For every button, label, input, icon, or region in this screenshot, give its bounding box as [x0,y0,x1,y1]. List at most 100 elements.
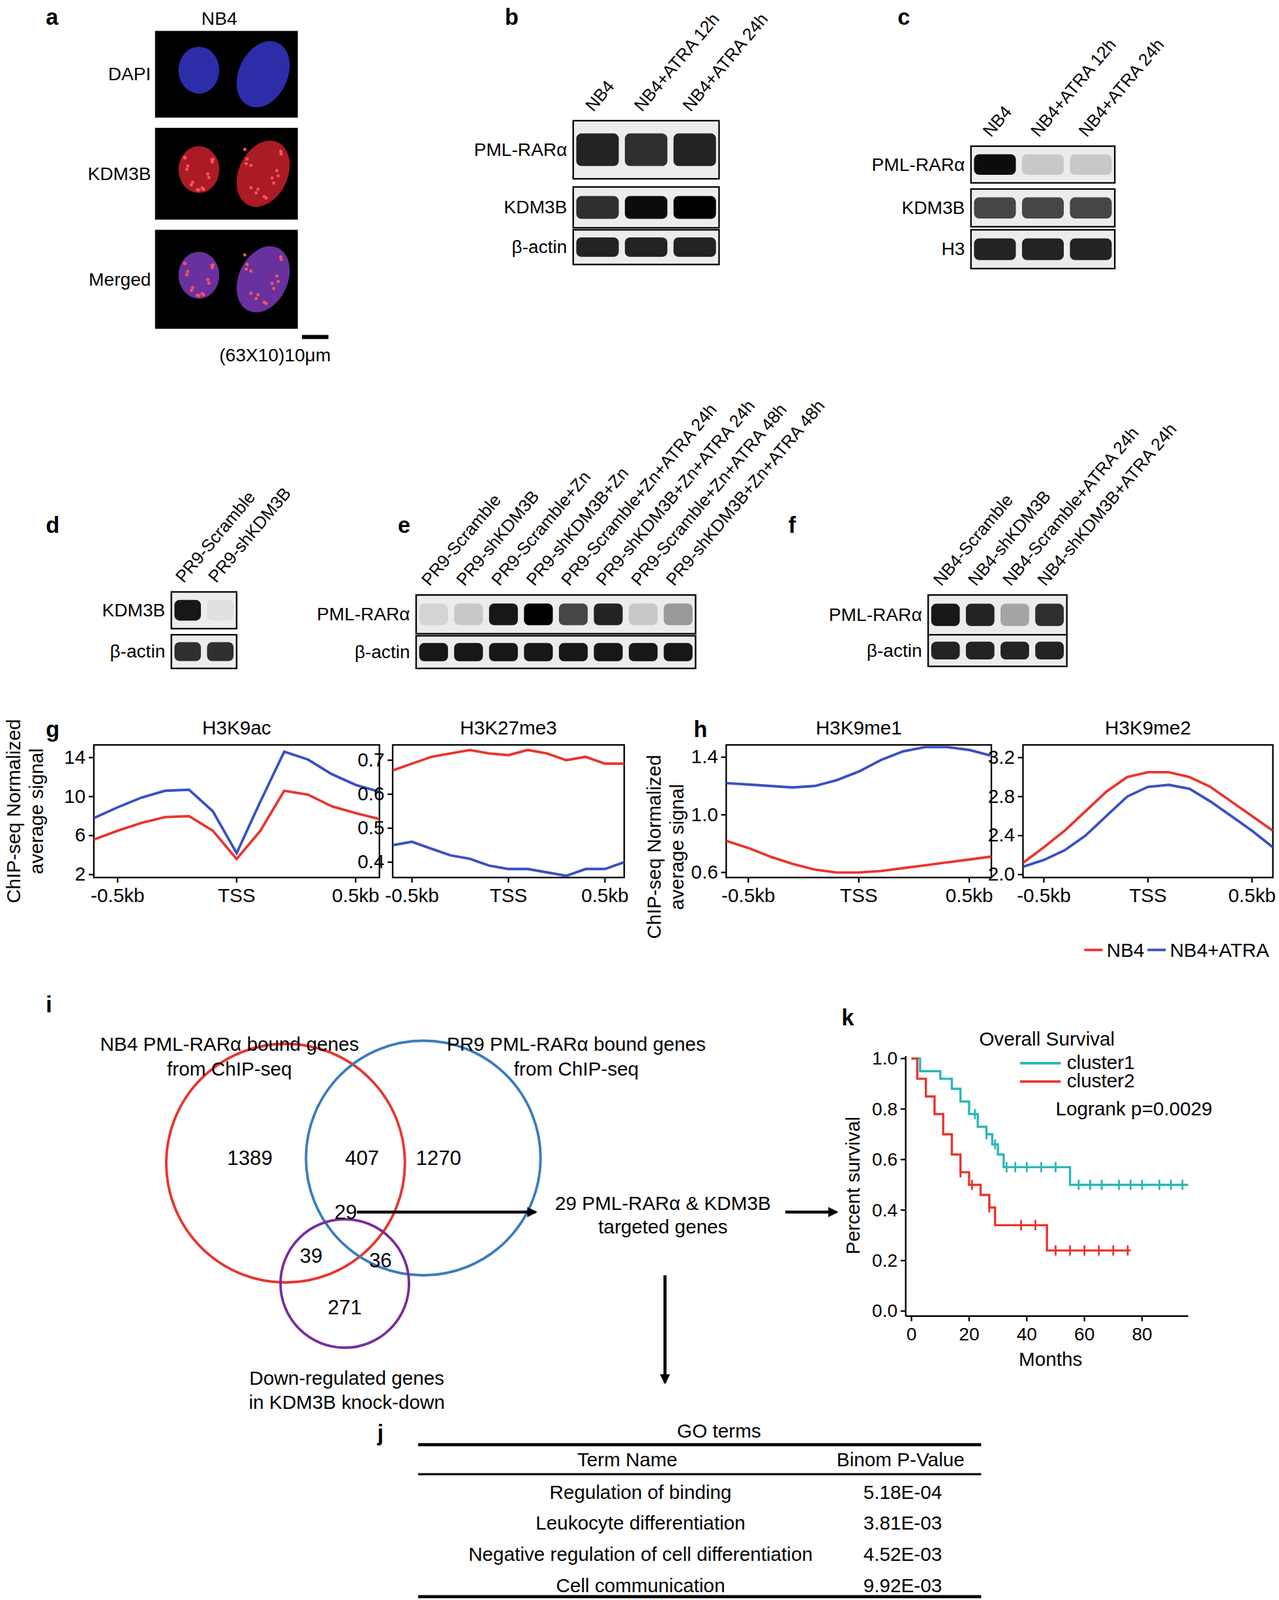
blot-strip [573,187,720,229]
band [1069,153,1112,175]
lane-label: NB4 [978,102,1016,141]
band [576,237,619,257]
set-label: from ChIP-seq [166,1057,292,1080]
speckle [270,281,274,286]
row-label: PML-RARα [474,139,568,160]
x-tick-label: 0.5kb [581,884,629,906]
band [973,238,1016,260]
table-cell: Cell communication [555,1574,725,1596]
band [1035,641,1064,660]
speckle [249,163,253,167]
x-tick [603,877,606,883]
band [523,643,553,662]
legend-label: NB4 [1106,939,1145,961]
y-tick [721,871,727,873]
region-count: 36 [369,1248,392,1272]
band [931,603,961,627]
table-cell: 5.18E-04 [863,1481,943,1503]
region-count: 39 [300,1244,323,1268]
speckle [191,180,195,184]
result-label: targeted genes [598,1215,728,1238]
speckle [211,262,215,267]
x-tick [1083,1316,1086,1322]
band [174,600,201,621]
y-tick [721,813,727,816]
region-count: 407 [345,1146,379,1170]
censor-mark [1129,1179,1132,1191]
x-tick-label: 0.5kb [1228,884,1276,906]
speckle [207,176,211,180]
speckle [244,267,248,271]
panel-label: j [376,1420,385,1446]
row-label: KDM3B [101,600,166,621]
panel-label: c [897,4,910,30]
y-tick-label: 0.6 [691,860,719,883]
panel-label: a [45,4,59,30]
y-axis-label: average signal [25,748,47,874]
table-rule [418,1473,981,1476]
lane-label: PR9-shKDM3B [204,483,295,587]
speckle [185,164,190,168]
row-label: β-actin [866,640,923,661]
x-tick [747,877,749,883]
row-label: PML-RARα [316,603,411,625]
plot-area [392,750,625,876]
blot-strip [416,635,696,669]
speckle [207,281,211,286]
chart-title: H3K9me2 [1104,716,1191,739]
censor-mark [1181,1179,1184,1191]
speckle [189,183,194,187]
y-tick [1018,834,1024,837]
band [1022,238,1064,260]
band [973,153,1016,175]
blot-strip [573,229,720,265]
band [1022,197,1064,219]
band [973,197,1016,219]
y-tick-label: 1.4 [691,745,719,768]
panel-title: NB4 [201,8,238,29]
x-tick-label: TSS [489,884,528,906]
x-tick [858,877,860,883]
censor-mark [1097,1245,1100,1256]
x-tick-label: -0.5kb [1016,884,1071,906]
speckle [279,257,284,261]
blot-strip [171,591,237,629]
panel-label: b [504,4,519,30]
y-tick [1018,873,1024,876]
table-cell: 9.92E-03 [863,1574,943,1596]
row-label: β-actin [354,641,411,663]
row-label: β-actin [511,236,568,257]
censor-mark [971,1179,974,1191]
legend-label: cluster2 [1067,1069,1135,1092]
speckle [254,296,258,301]
band [419,643,449,662]
y-tick [900,1158,906,1161]
speckle [183,261,187,265]
band [1069,197,1112,219]
speckle [202,293,206,297]
speckle [185,273,189,277]
table-cell: 4.52E-03 [863,1543,943,1565]
band [453,643,483,662]
band [1000,641,1030,660]
band [624,237,668,257]
x-tick [968,877,970,883]
blot-strip [971,189,1115,227]
speckle [202,187,206,192]
censor-mark [1005,1162,1008,1173]
speckle [262,300,267,304]
band [419,603,449,625]
x-tick [1251,877,1253,883]
band [174,642,201,662]
y-tick-label: 0.6 [872,1149,898,1170]
band [624,133,668,167]
legend-swatch [1147,948,1166,951]
censor-mark [1054,1162,1057,1173]
censor-mark [973,1108,976,1120]
row-label: H3 [941,238,965,259]
band [1069,238,1112,260]
y-tick-label: 14 [63,746,86,768]
blot-strip [416,594,696,634]
band [673,195,717,219]
panel-label: k [841,1005,855,1030]
